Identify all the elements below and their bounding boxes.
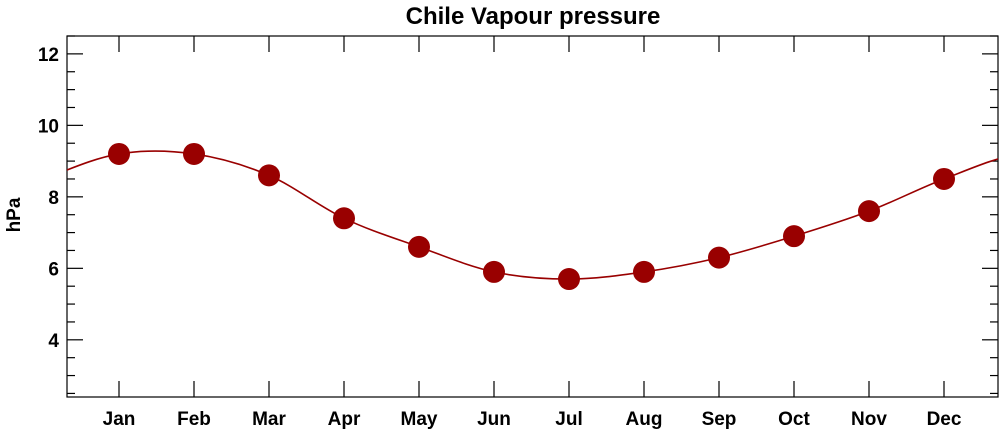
x-tick-label: Nov [851, 409, 887, 430]
y-tick-label: 8 [48, 188, 59, 209]
data-point-apr [333, 207, 355, 230]
data-point-jun [483, 260, 505, 283]
y-tick-labels: 4 6 8 10 12 [38, 45, 60, 352]
data-point-oct [783, 225, 805, 248]
x-tick-label: Feb [177, 409, 211, 430]
data-point-mar [258, 164, 280, 187]
x-tick-label: Dec [927, 409, 962, 430]
axis-ticks [67, 35, 998, 397]
x-tick-label: Aug [626, 409, 663, 430]
x-tick-label: Mar [252, 409, 286, 430]
data-point-sep [708, 246, 730, 269]
data-point-feb [183, 142, 205, 165]
data-points [108, 142, 955, 291]
data-point-nov [858, 200, 880, 223]
data-point-dec [933, 167, 955, 190]
x-tick-labels: Jan Feb Mar Apr May Jun Jul Aug Sep Oct Nov Dec [103, 409, 962, 430]
data-point-aug [633, 260, 655, 283]
y-tick-label: 6 [48, 259, 59, 280]
data-point-jul [558, 268, 580, 291]
x-tick-label: May [401, 409, 438, 430]
x-tick-label: Jun [477, 409, 511, 430]
x-tick-label: Oct [778, 409, 810, 430]
x-tick-label: Sep [702, 409, 737, 430]
x-tick-label: Jan [103, 409, 136, 430]
y-tick-label: 12 [38, 45, 59, 66]
x-tick-label: Apr [328, 409, 361, 430]
chart-title: Chile Vapour pressure [406, 3, 661, 30]
data-point-may [408, 235, 430, 258]
y-tick-label: 10 [38, 116, 59, 137]
data-point-jan [108, 142, 130, 165]
y-axis-label: hPa [4, 197, 25, 232]
x-tick-label: Jul [555, 409, 582, 430]
y-tick-label: 4 [48, 331, 59, 352]
series-line [67, 150, 998, 280]
plot-frame [66, 35, 999, 398]
